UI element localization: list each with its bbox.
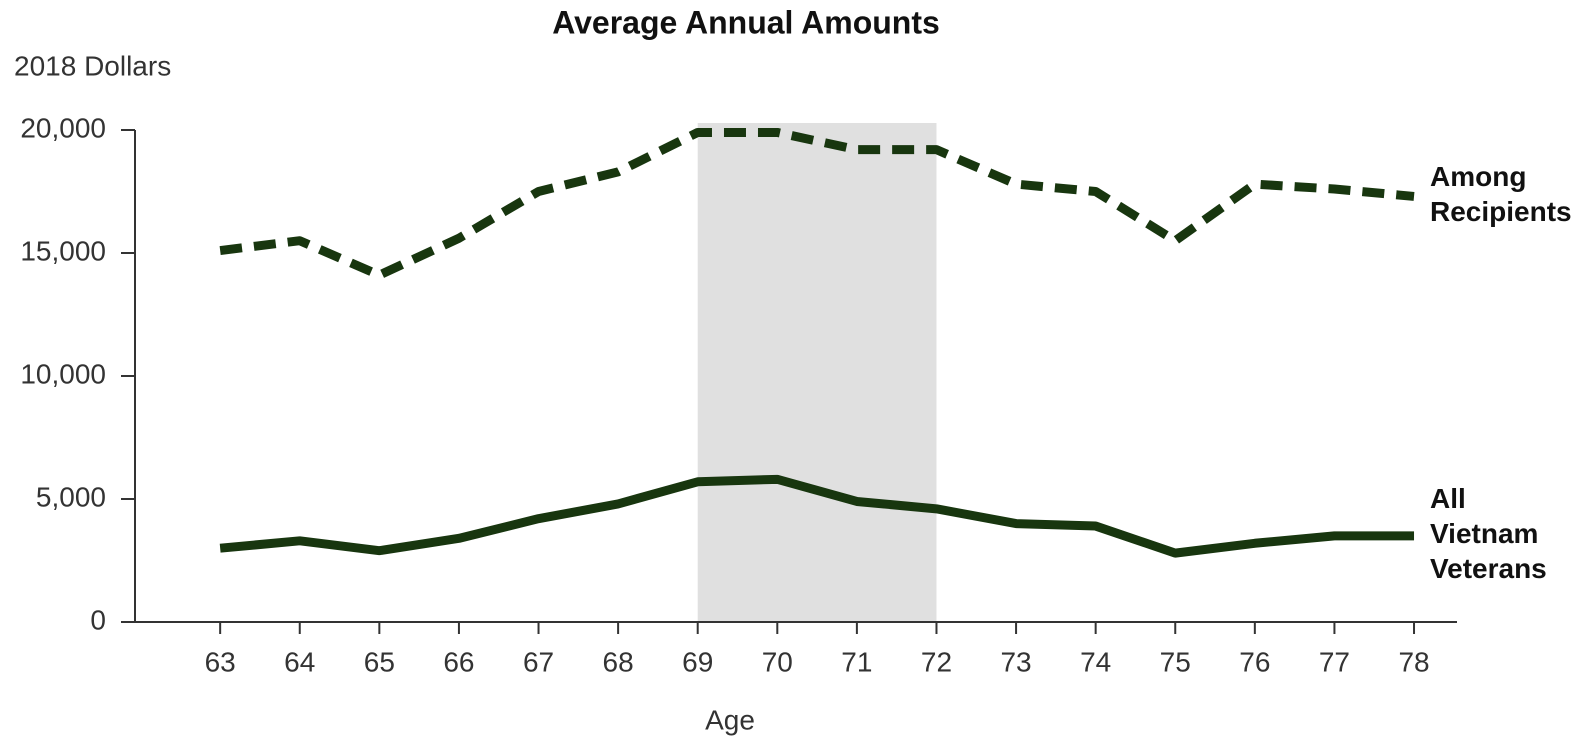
y-tick-label: 10,000 bbox=[20, 358, 106, 389]
series-line bbox=[219, 127, 1415, 280]
x-tick-label: 77 bbox=[1319, 646, 1350, 677]
x-tick-label: 74 bbox=[1080, 646, 1111, 677]
x-tick-label: 75 bbox=[1160, 646, 1191, 677]
x-tick-label: 71 bbox=[841, 646, 872, 677]
x-tick-label: 76 bbox=[1239, 646, 1270, 677]
highlight-band bbox=[697, 123, 937, 622]
x-tick-label: 65 bbox=[364, 646, 395, 677]
x-tick-label: 67 bbox=[523, 646, 554, 677]
y-tick-label: 5,000 bbox=[36, 481, 106, 512]
y-tick-label: 20,000 bbox=[20, 112, 106, 143]
y-axis-label: 2018 Dollars bbox=[14, 50, 171, 81]
x-axis-label: Age bbox=[705, 704, 755, 735]
series-label: Among Recipients bbox=[1430, 161, 1572, 227]
x-tick-label: 64 bbox=[284, 646, 315, 677]
x-tick-label: 78 bbox=[1398, 646, 1429, 677]
x-tick-label: 72 bbox=[921, 646, 952, 677]
x-tick-label: 68 bbox=[603, 646, 634, 677]
y-tick-label: 0 bbox=[90, 604, 106, 635]
chart-title: Average Annual Amounts bbox=[552, 4, 940, 40]
x-tick-label: 66 bbox=[443, 646, 474, 677]
series-line bbox=[219, 474, 1415, 558]
y-tick-label: 15,000 bbox=[20, 235, 106, 266]
x-tick-label: 69 bbox=[682, 646, 713, 677]
x-tick-label: 63 bbox=[205, 646, 236, 677]
x-tick-label: 70 bbox=[762, 646, 793, 677]
series-label: All Vietnam Veterans bbox=[1430, 483, 1547, 584]
x-tick-label: 73 bbox=[1000, 646, 1031, 677]
